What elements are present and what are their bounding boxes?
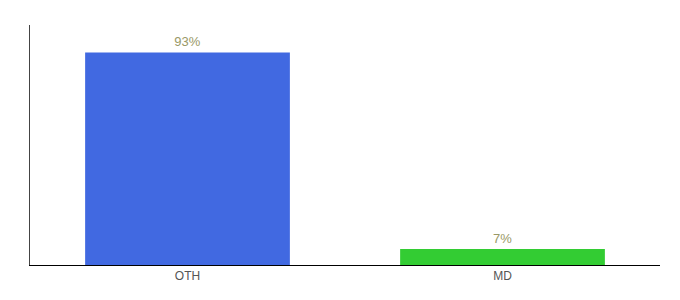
svg-text:7%: 7% [493,231,512,246]
svg-text:93%: 93% [174,34,200,49]
svg-text:MD: MD [493,269,512,283]
svg-text:OTH: OTH [175,269,200,283]
